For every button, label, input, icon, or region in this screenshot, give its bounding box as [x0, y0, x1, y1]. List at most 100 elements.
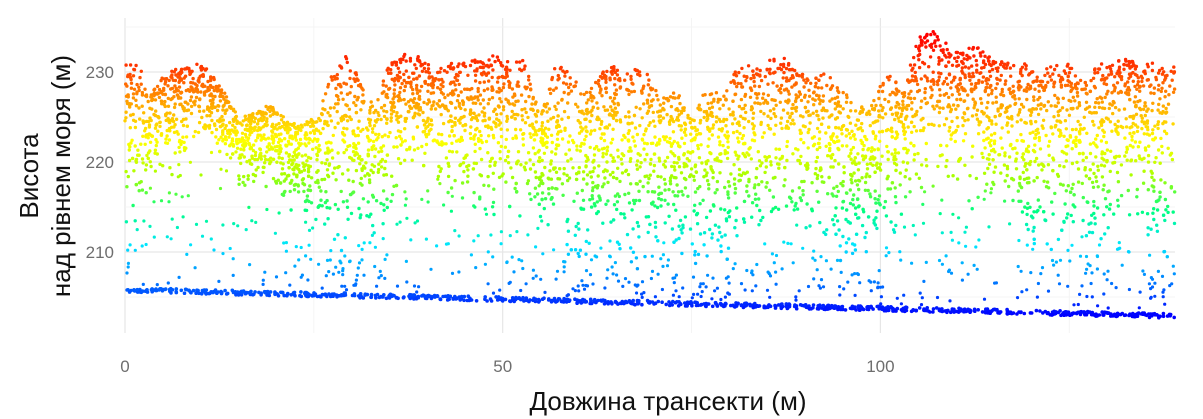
data-point	[223, 126, 227, 131]
data-point	[1171, 90, 1176, 95]
data-point	[332, 237, 337, 241]
data-point	[945, 47, 949, 52]
data-point	[805, 165, 809, 169]
data-point	[894, 105, 898, 109]
data-point	[1089, 78, 1093, 83]
data-point	[600, 119, 604, 124]
data-point	[745, 151, 749, 155]
data-point	[768, 127, 773, 131]
data-point	[679, 128, 683, 132]
data-point	[492, 212, 496, 217]
data-point	[395, 111, 399, 115]
data-point	[1103, 232, 1107, 236]
data-point	[502, 82, 506, 86]
data-point	[319, 189, 323, 193]
data-point	[758, 208, 762, 213]
data-point	[1015, 138, 1019, 143]
data-point	[697, 156, 702, 160]
data-point	[590, 188, 595, 193]
data-point	[450, 150, 455, 154]
data-point	[221, 108, 225, 112]
data-point	[784, 79, 789, 83]
data-point	[261, 170, 265, 175]
data-point	[234, 150, 238, 154]
data-point	[531, 108, 535, 113]
data-point	[1136, 125, 1140, 129]
data-point	[216, 104, 220, 108]
data-point	[199, 90, 203, 94]
data-point	[174, 287, 179, 291]
data-point	[531, 146, 536, 150]
data-point	[779, 67, 784, 72]
data-point	[1143, 312, 1147, 317]
data-point	[1053, 93, 1057, 98]
data-point	[1056, 101, 1061, 105]
data-point	[1007, 116, 1011, 121]
data-point	[649, 141, 654, 146]
data-point	[543, 126, 548, 130]
data-point	[1059, 85, 1064, 89]
data-point	[868, 195, 873, 199]
data-point	[1150, 184, 1154, 188]
data-point	[759, 122, 763, 127]
data-point	[835, 86, 839, 90]
data-point	[1153, 160, 1157, 164]
data-point	[326, 173, 330, 177]
data-point	[801, 193, 805, 197]
data-point	[487, 134, 491, 138]
data-point	[876, 198, 880, 202]
data-point	[639, 161, 643, 165]
data-point	[703, 93, 707, 97]
data-point	[396, 157, 401, 161]
data-point	[326, 111, 330, 115]
data-point	[713, 223, 718, 227]
data-point	[614, 118, 619, 123]
data-point	[693, 138, 697, 142]
data-point	[299, 128, 303, 133]
data-point	[144, 191, 148, 195]
data-point	[1160, 151, 1165, 155]
data-point	[771, 207, 775, 211]
data-point	[529, 88, 533, 92]
data-point	[478, 80, 482, 85]
data-point	[557, 177, 562, 181]
data-point	[699, 108, 703, 112]
data-point	[538, 214, 543, 219]
data-point	[764, 185, 768, 189]
data-point	[1164, 106, 1168, 111]
data-point	[774, 123, 778, 128]
data-point	[335, 73, 339, 77]
data-point	[1151, 211, 1155, 215]
data-point	[526, 179, 531, 183]
data-point	[456, 118, 461, 123]
data-point	[388, 130, 392, 135]
data-point	[693, 300, 697, 305]
data-point	[363, 174, 367, 178]
data-point	[495, 80, 500, 84]
data-point	[283, 189, 287, 194]
data-point	[1004, 79, 1008, 83]
data-point	[1074, 86, 1079, 91]
data-point	[1051, 212, 1055, 216]
data-point	[1166, 204, 1170, 209]
data-point	[1075, 160, 1079, 164]
data-point	[359, 129, 363, 133]
data-point	[242, 155, 246, 159]
data-point	[1136, 145, 1141, 149]
data-point	[1088, 110, 1092, 115]
data-point	[239, 161, 243, 166]
data-point	[672, 160, 676, 165]
data-point	[472, 190, 476, 195]
data-point	[203, 68, 208, 72]
data-point	[342, 293, 346, 298]
data-point	[728, 209, 732, 213]
data-point	[966, 93, 970, 97]
data-point	[577, 227, 581, 231]
data-point	[658, 120, 662, 125]
data-point	[693, 261, 698, 266]
data-point	[914, 44, 918, 49]
data-point	[389, 112, 394, 116]
data-point	[1039, 83, 1043, 87]
data-point	[377, 132, 381, 137]
data-point	[597, 78, 601, 83]
